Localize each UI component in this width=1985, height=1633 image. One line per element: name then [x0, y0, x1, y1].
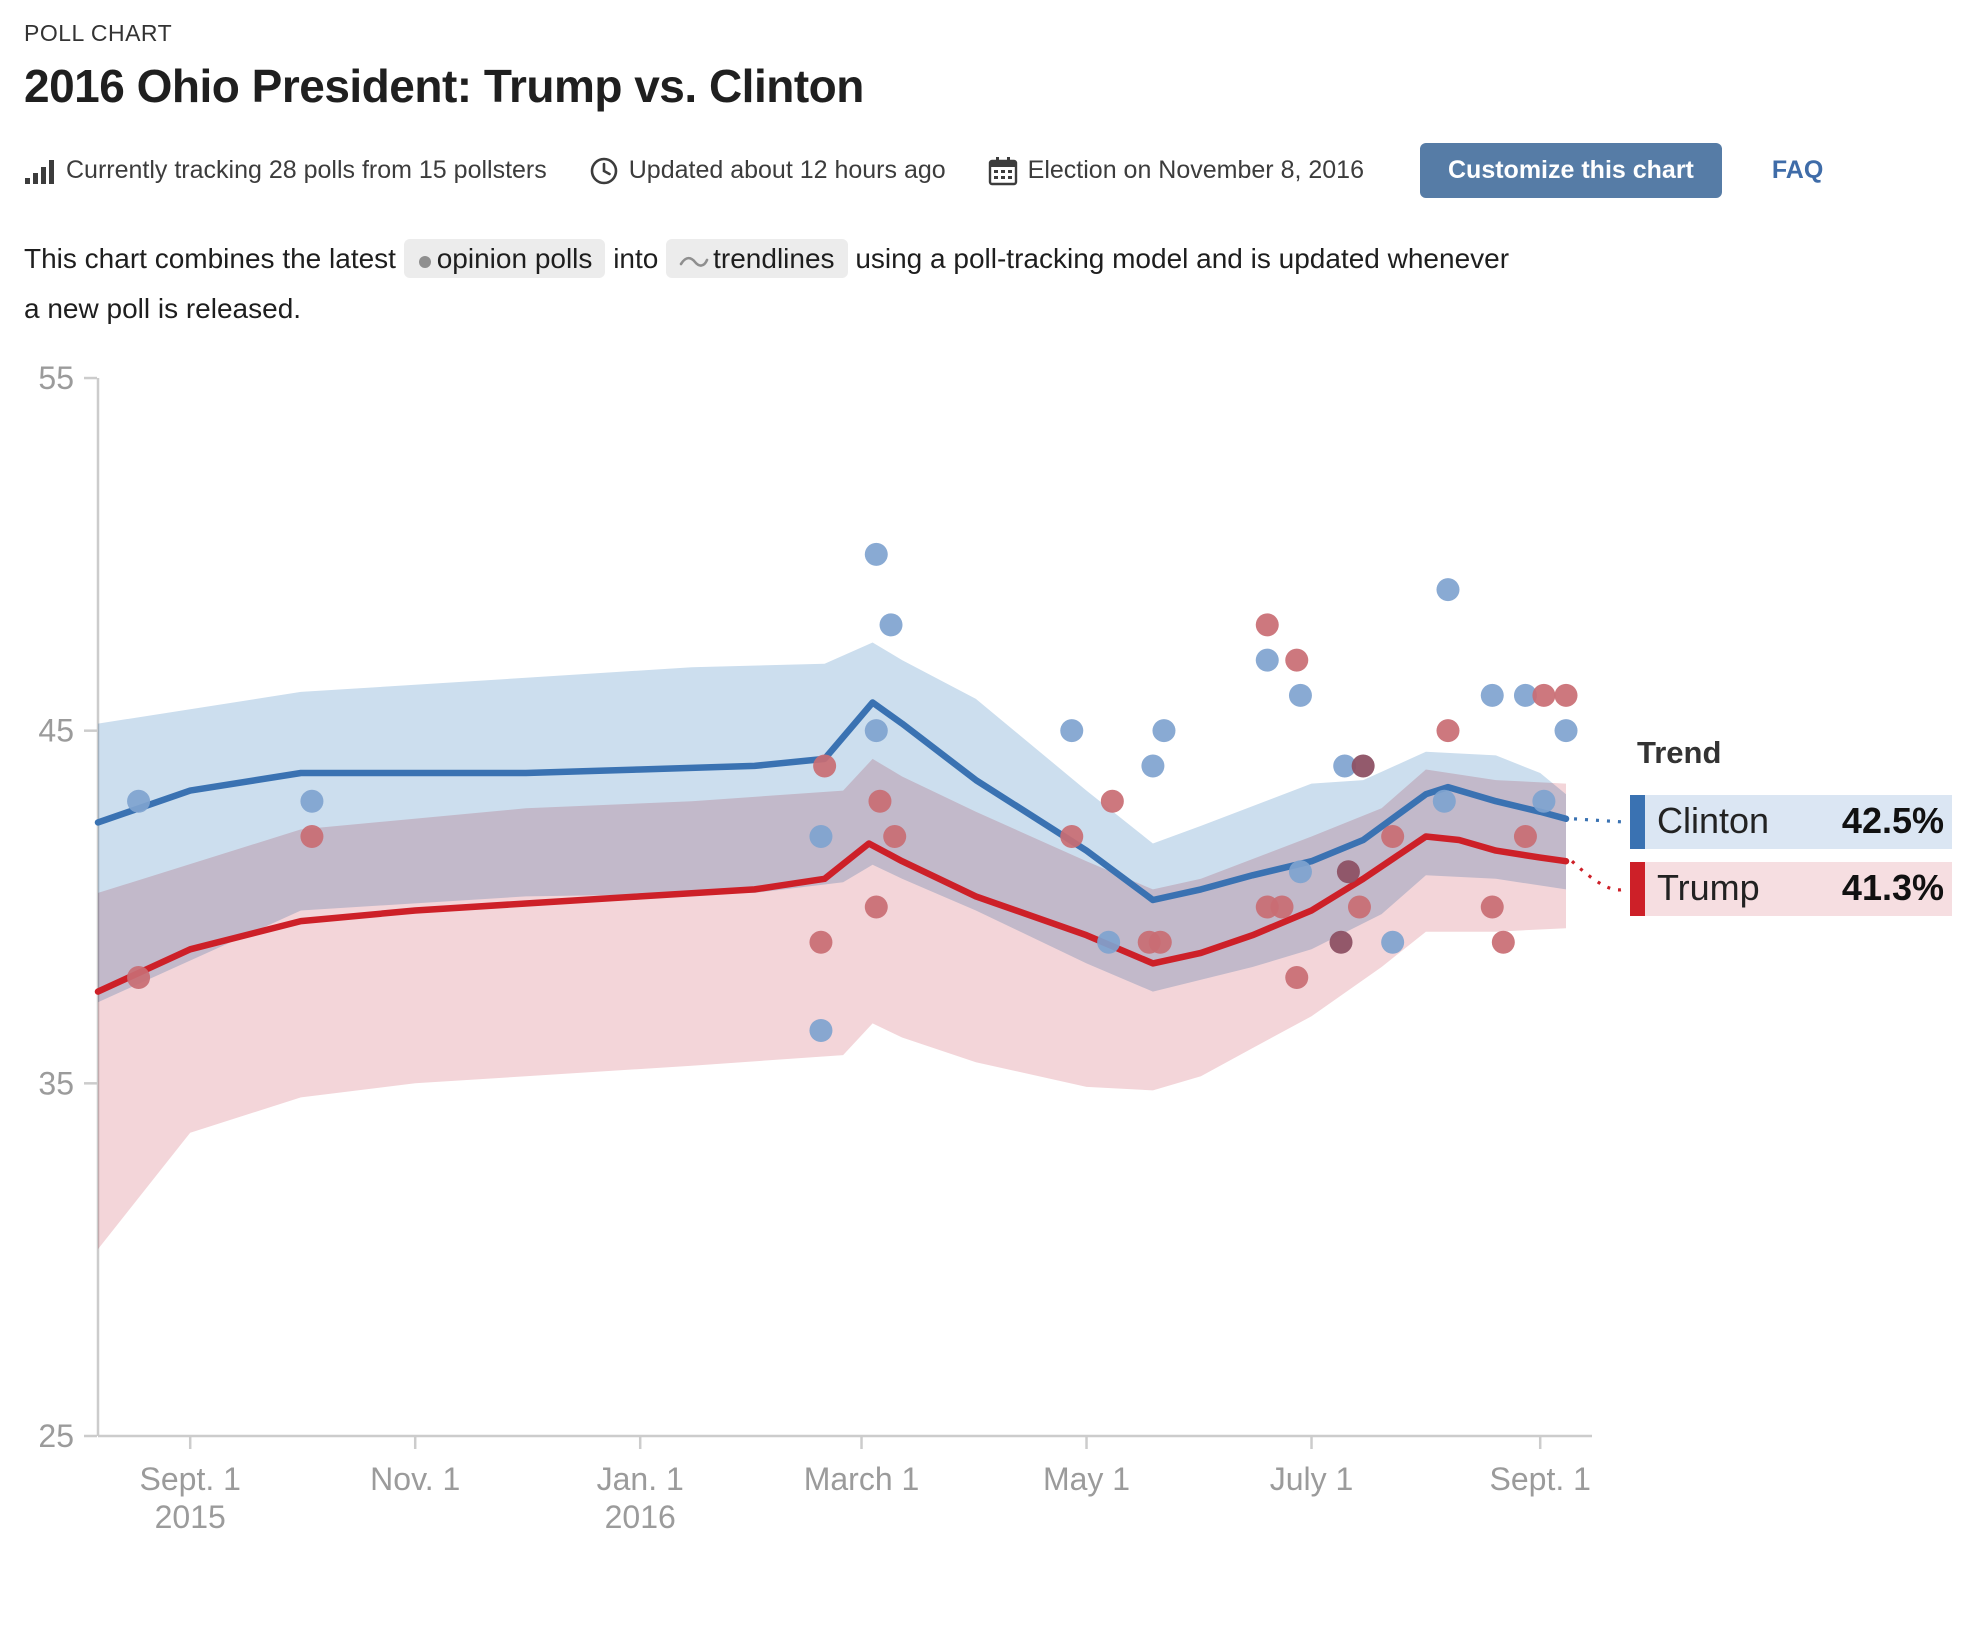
- trump-confidence-band: [98, 758, 1566, 1249]
- customize-chart-button[interactable]: Customize this chart: [1420, 143, 1722, 198]
- poll-dot-clinton[interactable]: [1480, 683, 1504, 707]
- poll-dot-trump[interactable]: [1148, 930, 1172, 954]
- poll-dot-trump[interactable]: [1381, 824, 1405, 848]
- legend-value-trump: 41.3%: [1842, 867, 1944, 908]
- poll-dot-clinton[interactable]: [300, 789, 324, 813]
- legend-swatch-clinton: [1630, 794, 1645, 849]
- clock-icon: [590, 157, 618, 184]
- trump-legend-connector: [1570, 859, 1625, 892]
- poll-dot-trump[interactable]: [864, 895, 888, 919]
- legend-label-trump: Trump: [1657, 867, 1760, 908]
- meta-row: Currently tracking 28 polls from 15 poll…: [24, 143, 1985, 198]
- poll-dot-clinton[interactable]: [1333, 754, 1357, 778]
- election-date: Election on November 8, 2016: [988, 156, 1364, 186]
- poll-dot-clinton[interactable]: [127, 789, 151, 813]
- legend-swatch-trump: [1630, 861, 1645, 916]
- legend-row-trump: [1630, 861, 1952, 916]
- x-tick-label: March 1: [804, 1461, 920, 1497]
- poll-dot-overlap[interactable]: [1329, 930, 1353, 954]
- description-text-1: This chart combines the latest: [24, 243, 396, 274]
- poll-dot-trump[interactable]: [127, 965, 151, 989]
- trump-trendline[interactable]: [94, 833, 1570, 995]
- chart-description: This chart combines the latest opinion p…: [24, 234, 1524, 335]
- poll-dot-trump[interactable]: [809, 930, 833, 954]
- updated-status: Updated about 12 hours ago: [589, 156, 946, 186]
- faq-link[interactable]: FAQ: [1771, 156, 1824, 184]
- poll-dot-trump[interactable]: [868, 789, 892, 813]
- poll-dot-clinton[interactable]: [1097, 930, 1121, 954]
- poll-dot-clinton[interactable]: [809, 1018, 833, 1042]
- poll-dot-trump[interactable]: [1480, 895, 1504, 919]
- x-tick-label: Nov. 1: [370, 1461, 460, 1497]
- poll-dot-clinton[interactable]: [1141, 754, 1165, 778]
- poll-dot-clinton[interactable]: [1513, 683, 1537, 707]
- updated-text: Updated about 12 hours ago: [628, 156, 946, 184]
- poll-dot-clinton[interactable]: [1436, 577, 1460, 601]
- opinion-polls-chip: opinion polls: [403, 239, 606, 278]
- description-text-2: into: [613, 243, 659, 274]
- calendar-icon: [988, 156, 1017, 185]
- description-text-3: using a poll-tracking model and is updat…: [24, 243, 1510, 325]
- poll-dot-clinton[interactable]: [1381, 930, 1405, 954]
- bar-chart-icon: [25, 159, 54, 184]
- legend-heading: Trend: [1637, 735, 1721, 770]
- poll-dot-clinton[interactable]: [1152, 718, 1176, 742]
- poll-dot-trump[interactable]: [1255, 613, 1279, 637]
- poll-dot-clinton[interactable]: [1255, 648, 1279, 672]
- election-text: Election on November 8, 2016: [1027, 156, 1364, 184]
- poll-dot-trump[interactable]: [1554, 683, 1578, 707]
- x-tick-sublabel: 2015: [155, 1499, 226, 1535]
- poll-dot-clinton[interactable]: [879, 613, 903, 637]
- poll-dot-clinton[interactable]: [1288, 683, 1312, 707]
- legend-value-clinton: 42.5%: [1842, 800, 1944, 841]
- poll-dot-clinton[interactable]: [1060, 718, 1084, 742]
- poll-dot-trump[interactable]: [1532, 683, 1556, 707]
- y-tick-label: 25: [38, 1418, 74, 1454]
- poll-dot-clinton[interactable]: [864, 718, 888, 742]
- poll-dot-trump[interactable]: [1060, 824, 1084, 848]
- poll-dot-trump[interactable]: [1285, 965, 1309, 989]
- x-tick-label: Jan. 1: [597, 1461, 684, 1497]
- poll-dot-clinton[interactable]: [1554, 718, 1578, 742]
- x-tick-sublabel: 2016: [605, 1499, 676, 1535]
- poll-dot-trump[interactable]: [1347, 895, 1371, 919]
- poll-dot-clinton[interactable]: [1432, 789, 1456, 813]
- opinion-polls-chip-label: opinion polls: [436, 243, 593, 274]
- x-tick-label: July 1: [1270, 1461, 1354, 1497]
- poll-dot-trump[interactable]: [1491, 930, 1515, 954]
- trendline-squiggle-icon: [679, 256, 709, 267]
- trendlines-chip-label: trendlines: [713, 243, 835, 274]
- clinton-legend-connector: [1573, 817, 1625, 824]
- x-tick-label: Sept. 1: [140, 1461, 241, 1497]
- trendlines-chip: trendlines: [666, 239, 848, 278]
- y-tick-label: 35: [38, 1065, 74, 1101]
- x-tick-label: May 1: [1043, 1461, 1130, 1497]
- x-tick-label: Sept. 1: [1490, 1461, 1591, 1497]
- poll-dot-trump[interactable]: [1100, 789, 1124, 813]
- poll-dot-trump[interactable]: [1285, 648, 1309, 672]
- poll-dot-clinton[interactable]: [809, 824, 833, 848]
- poll-count-text: Currently tracking 28 polls from 15 poll…: [66, 156, 547, 184]
- poll-dot-clinton[interactable]: [864, 542, 888, 566]
- page-kicker: POLL CHART: [24, 20, 173, 46]
- poll-dot-trump[interactable]: [883, 824, 907, 848]
- legend-row-clinton: [1630, 794, 1952, 849]
- legend-label-clinton: Clinton: [1657, 800, 1769, 841]
- poll-dot-trump[interactable]: [813, 754, 837, 778]
- poll-dot-clinton[interactable]: [1532, 789, 1556, 813]
- y-tick-label: 45: [38, 712, 74, 748]
- poll-dot-clinton[interactable]: [1288, 860, 1312, 884]
- poll-dot-trump[interactable]: [1513, 824, 1537, 848]
- y-tick-label: 55: [38, 363, 74, 396]
- poll-dot-icon: [418, 256, 431, 268]
- poll-dot-trump[interactable]: [300, 824, 324, 848]
- poll-dot-trump[interactable]: [1270, 895, 1294, 919]
- poll-count-status: Currently tracking 28 polls from 15 poll…: [24, 156, 547, 186]
- poll-dot-overlap[interactable]: [1351, 754, 1375, 778]
- page-title: 2016 Ohio President: Trump vs. Clinton: [24, 60, 864, 112]
- poll-dot-overlap[interactable]: [1336, 860, 1360, 884]
- poll-dot-trump[interactable]: [1436, 718, 1460, 742]
- clinton-trendline[interactable]: [94, 699, 1570, 904]
